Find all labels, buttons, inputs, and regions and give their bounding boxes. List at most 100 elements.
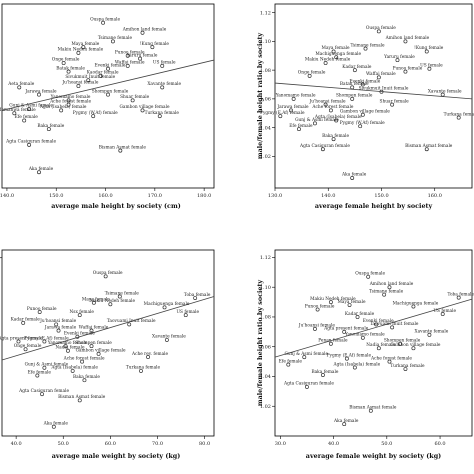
point-label: Agta (Isabela) female: [50, 366, 98, 371]
plot-frame-1: [1, 3, 215, 189]
point-label: Waffai female: [115, 61, 145, 66]
y-tick-label: 1.10: [260, 285, 271, 291]
data-point: [289, 108, 293, 113]
x-tick-label: 50.0: [381, 441, 392, 447]
data-point: [398, 341, 403, 346]
fit-line-3: [1, 296, 215, 361]
fit-line-4: [274, 298, 473, 358]
point-label: Pygmy (W.Af) female: [73, 111, 118, 116]
point-label: Mamanwa female: [0, 108, 36, 113]
data-point: [86, 78, 91, 83]
point-label: Agta Casiguran female: [283, 382, 334, 387]
plot-frame-4: [274, 249, 473, 437]
point-label: Jarawa female: [24, 89, 57, 94]
point-label: Agta present female: [0, 336, 43, 341]
point-label: Xavante female: [428, 89, 462, 94]
point-label: Taovuami Inuit female: [370, 322, 419, 327]
data-point: [91, 114, 96, 119]
point-label: Shuar female: [380, 99, 410, 104]
y-tick-label: 1.06: [260, 344, 271, 350]
data-point: [350, 175, 355, 180]
point-label: Ache forest female: [311, 105, 353, 110]
data-point: [350, 85, 355, 90]
data-point: [312, 121, 317, 126]
point-label: Pygmy (E.Af) female: [260, 111, 305, 116]
data-point: [103, 274, 108, 279]
data-point: [307, 73, 312, 78]
plot-frame-3: [1, 249, 215, 437]
point-label: Agta Casiguran female: [5, 140, 56, 145]
x-tick-label: 140.0: [0, 193, 14, 199]
data-point: [403, 367, 408, 371]
fit-line-2: [274, 82, 473, 100]
data-point: [130, 98, 135, 103]
point-label: Agta Casiguran female: [18, 389, 69, 394]
data-point: [320, 147, 325, 152]
data-point: [40, 392, 44, 397]
x-tick-label: 170.0: [148, 193, 162, 199]
y-tick-label: 1.10: [260, 39, 271, 45]
data-point: [66, 102, 71, 107]
data-point: [302, 355, 307, 360]
data-point: [162, 305, 167, 310]
point-label: Baka female: [322, 134, 349, 139]
data-point: [360, 335, 365, 340]
data-point: [387, 285, 392, 290]
point-label: Aka female: [28, 167, 54, 172]
data-point: [125, 63, 130, 68]
x-tick-label: 60.0: [105, 441, 116, 447]
point-label: Turkana female: [444, 112, 474, 117]
point-label: Gambon village female: [390, 343, 440, 348]
point-label: Makiu Nedeh female: [310, 297, 356, 302]
point-label: Jarawa female: [44, 325, 77, 330]
data-point: [390, 325, 395, 330]
data-point: [456, 295, 461, 300]
data-point: [127, 322, 132, 327]
data-point: [342, 422, 347, 427]
point-label: Agta (Isabela) female: [39, 105, 87, 110]
data-point: [66, 98, 71, 103]
data-point: [140, 30, 145, 35]
point-label: Punoo female: [27, 307, 57, 312]
point-label: Efe female: [289, 124, 313, 129]
data-point: [80, 359, 85, 364]
data-point: [379, 89, 384, 94]
y-tick-label: 1.08: [260, 315, 271, 321]
data-point: [59, 108, 64, 113]
data-point: [21, 320, 26, 325]
data-point: [328, 300, 333, 305]
point-label: Onge female: [298, 71, 326, 76]
point-label: Gambon village female: [76, 349, 126, 354]
x-axis-title-4: average female weight by society (kg): [306, 452, 441, 460]
x-tick-label: 60.0: [434, 441, 445, 447]
data-point: [27, 142, 32, 147]
data-point: [139, 368, 143, 373]
point-label: Makiu Nedeh female: [305, 58, 351, 63]
point-label: Ache forest female: [370, 356, 412, 361]
point-label: Yanomamo female: [50, 95, 91, 100]
point-label: Efe female: [279, 359, 303, 364]
point-label: Waffai female: [79, 325, 109, 330]
y-tick-label: 1.12: [260, 10, 271, 16]
point-label: !Kung female: [140, 42, 170, 47]
data-point: [183, 313, 188, 318]
point-label: Ju'hoansi female: [309, 99, 346, 104]
data-point: [328, 108, 333, 113]
point-label: Amihon land female: [369, 282, 414, 287]
data-point: [368, 408, 373, 413]
data-point: [70, 368, 75, 373]
data-point: [427, 66, 432, 71]
data-point: [63, 344, 68, 349]
data-point: [110, 39, 115, 44]
data-point: [320, 373, 325, 377]
point-label: Ju'hoansi female: [298, 324, 335, 329]
point-label: Turkana female: [126, 366, 161, 371]
point-label: Onge female: [52, 58, 80, 63]
data-point: [331, 49, 336, 54]
data-point: [35, 373, 40, 378]
fit-line-1: [1, 59, 215, 111]
point-label: Tsimane female: [350, 43, 385, 48]
data-point: [160, 85, 165, 90]
point-label: Yaruru female: [383, 55, 415, 60]
data-point: [411, 304, 416, 309]
